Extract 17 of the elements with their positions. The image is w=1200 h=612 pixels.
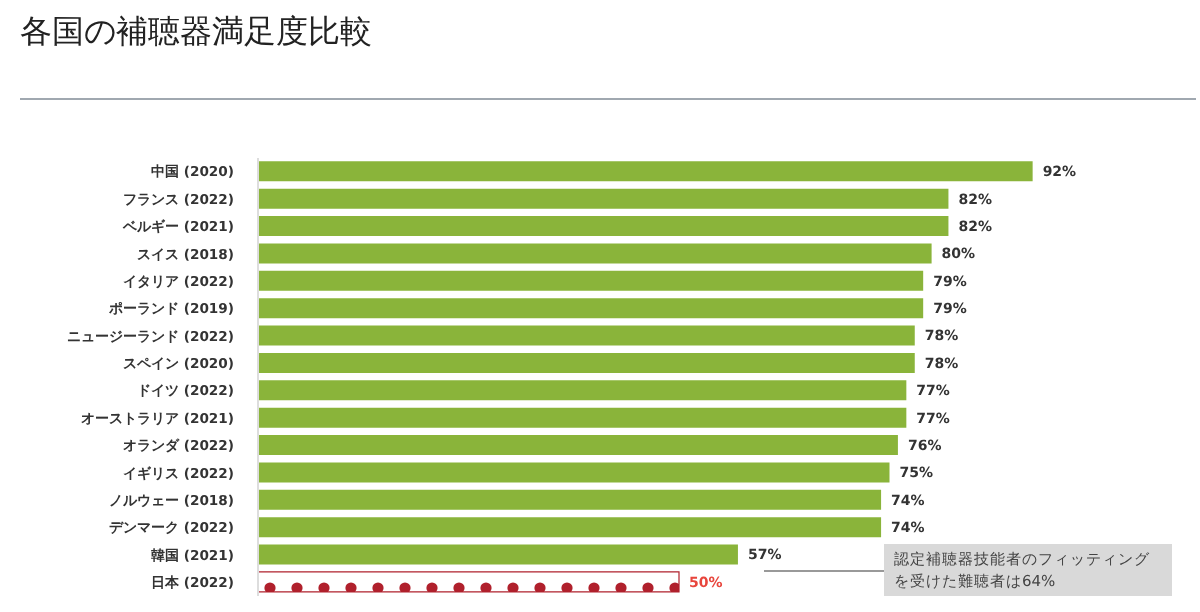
bar	[258, 571, 680, 593]
bar	[258, 435, 898, 456]
bar	[258, 325, 915, 346]
bar	[258, 270, 924, 291]
bar	[258, 243, 932, 264]
bar	[258, 489, 882, 510]
bar	[258, 462, 890, 483]
chart-title: 各国の補聴器満足度比較	[20, 12, 372, 54]
bar	[258, 517, 882, 538]
bar	[258, 352, 915, 373]
bar	[258, 188, 949, 209]
bar	[258, 161, 1033, 182]
bar	[258, 216, 949, 237]
bar	[258, 407, 907, 428]
bar	[258, 298, 924, 319]
bar	[258, 380, 907, 401]
bar	[258, 544, 738, 565]
